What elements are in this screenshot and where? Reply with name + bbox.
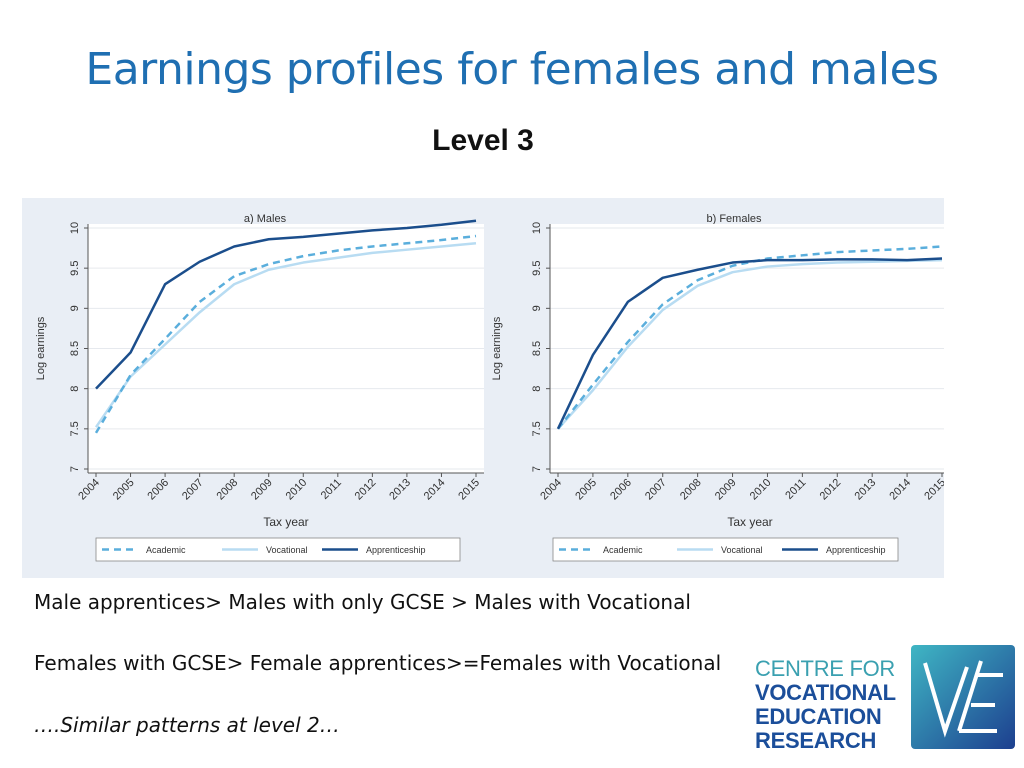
chart-males-series-apprenticeship bbox=[95, 219, 477, 390]
logo-line-3: EDUCATION bbox=[755, 704, 882, 729]
chart-females-xtick-label: 2010 bbox=[748, 477, 774, 503]
logo-line-1: CENTRE FOR bbox=[755, 656, 896, 681]
logo-line-4: RESEARCH bbox=[755, 728, 877, 753]
chart-males-xtick-label: 2015 bbox=[456, 477, 482, 503]
chart-females-xtick-label: 2004 bbox=[538, 477, 564, 503]
chart-females-xtick-label: 2005 bbox=[573, 477, 599, 503]
finding-females: Females with GCSE> Female apprentices>=F… bbox=[34, 651, 722, 675]
chart-females-title: b) Females bbox=[706, 213, 762, 225]
chart-males-xtick-label: 2009 bbox=[249, 477, 275, 503]
chart-males-xtick-label: 2010 bbox=[284, 477, 310, 503]
chart-males-xtick-label: 2005 bbox=[111, 477, 137, 503]
chart-females-ytick-label: 7.5 bbox=[531, 421, 543, 436]
chart-females-legend-label-academic: Academic bbox=[603, 545, 643, 555]
chart-females-legend-label-apprenticeship: Apprenticeship bbox=[826, 545, 886, 555]
chart-females-ytick-label: 8 bbox=[531, 386, 543, 392]
chart-males-xtick-label: 2011 bbox=[319, 477, 344, 502]
chart-females-ytick-label: 7 bbox=[531, 466, 543, 472]
chart-females-xlabel: Tax year bbox=[727, 515, 772, 529]
chart-males-ytick-label: 10 bbox=[69, 222, 81, 234]
chart-males-ytick-label: 9.5 bbox=[69, 261, 81, 276]
chart-females-xtick-label: 2007 bbox=[643, 477, 669, 503]
chart-females-ytick-label: 10 bbox=[531, 222, 543, 234]
chart-females-series-vocational bbox=[557, 258, 943, 430]
chart-males-xtick-label: 2006 bbox=[145, 477, 171, 503]
chart-males-xlabel: Tax year bbox=[263, 515, 308, 529]
chart-males-title: a) Males bbox=[244, 213, 287, 225]
chart-males-ytick-label: 7.5 bbox=[69, 421, 81, 436]
chart-males-ytick-label: 7 bbox=[69, 466, 81, 472]
chart-males-legend-label-vocational: Vocational bbox=[266, 545, 308, 555]
logo-line-2: VOCATIONAL bbox=[755, 680, 896, 705]
chart-males-xtick-label: 2008 bbox=[215, 477, 241, 503]
chart-females-series-academic bbox=[557, 245, 943, 430]
chart-females-legend bbox=[552, 537, 899, 562]
cver-logo-text: CENTRE FOR VOCATIONAL EDUCATION RESEARCH bbox=[755, 657, 905, 753]
chart-females-xtick-label: 2012 bbox=[818, 477, 844, 503]
slide-title: Earnings profiles for females and males bbox=[85, 44, 939, 95]
chart-males-series-vocational bbox=[94, 242, 477, 428]
ve-monogram-icon bbox=[911, 645, 1015, 749]
chart-males-legend-label-academic: Academic bbox=[146, 545, 186, 555]
chart-females-xtick-label: 2009 bbox=[713, 477, 739, 503]
chart-males-ylabel: Log earnings bbox=[35, 316, 47, 380]
chart-males-legend-label-apprenticeship: Apprenticeship bbox=[366, 545, 426, 555]
chart-males-xtick-label: 2012 bbox=[353, 477, 379, 503]
chart-males-ytick-label: 8.5 bbox=[69, 341, 81, 356]
figure-panel: a) Males 7 7.5 8 8.5 9 9.5 10 Log earnings 2004 20… bbox=[22, 198, 944, 578]
chart-males-xtick-label: 2007 bbox=[180, 477, 206, 503]
chart-males-ytick-label: 9 bbox=[69, 305, 81, 311]
chart-females-series-apprenticeship bbox=[556, 257, 943, 430]
finding-males: Male apprentices> Males with only GCSE >… bbox=[34, 590, 691, 614]
chart-males-xtick-label: 2004 bbox=[76, 477, 102, 503]
chart-females-ytick-label: 9 bbox=[531, 305, 543, 311]
chart-females-ytick-label: 8.5 bbox=[531, 341, 543, 356]
chart-females-xtick-label: 2015 bbox=[922, 477, 944, 503]
finding-level2: ….Similar patterns at level 2… bbox=[34, 713, 340, 737]
chart-males-ytick-label: 8 bbox=[69, 386, 81, 392]
chart-females-xtick-label: 2011 bbox=[783, 477, 808, 502]
chart-males-xtick-label: 2013 bbox=[387, 477, 413, 503]
chart-females-ytick-label: 9.5 bbox=[531, 261, 543, 276]
charts-svg: a) Males 7 7.5 8 8.5 9 9.5 10 Log earnings 2004 20… bbox=[35, 213, 944, 562]
chart-males-legend bbox=[95, 537, 461, 562]
chart-females-xtick-label: 2014 bbox=[887, 477, 913, 503]
chart-females-xtick-label: 2008 bbox=[678, 477, 704, 503]
chart-males-series-academic bbox=[94, 234, 477, 434]
chart-females-xtick-label: 2006 bbox=[608, 477, 634, 503]
chart-females-ylabel: Log earnings bbox=[491, 316, 503, 380]
chart-females-xtick-label: 2013 bbox=[853, 477, 879, 503]
slide-subtitle: Level 3 bbox=[432, 124, 534, 157]
chart-females-legend-label-vocational: Vocational bbox=[721, 545, 763, 555]
chart-males-xtick-label: 2014 bbox=[422, 477, 448, 503]
